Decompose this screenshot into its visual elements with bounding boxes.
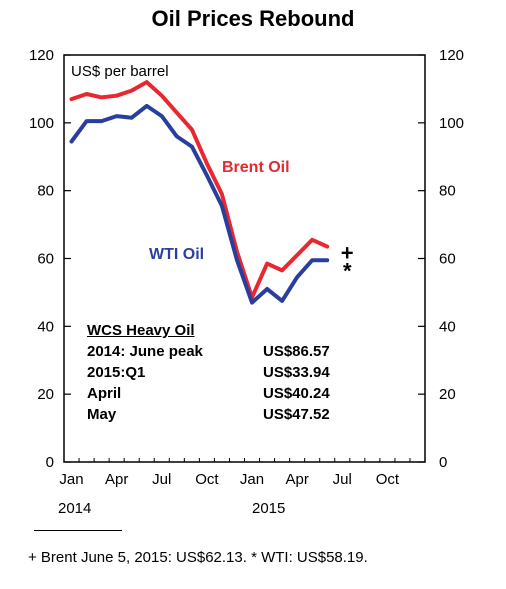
wcs-row: 2015:Q1 US$33.94 (87, 362, 373, 383)
chart-title: Oil Prices Rebound (151, 6, 355, 31)
y-axis-left: 0 20 40 60 80 100 120 (29, 47, 71, 471)
y-tick-label-left: 20 (37, 386, 54, 403)
series-label-brent: Brent Oil (222, 159, 290, 176)
wti-star-marker: * (343, 259, 352, 284)
y-axis-unit-label: US$ per barrel (71, 63, 169, 80)
wcs-row-period: 2015:Q1 (87, 364, 146, 381)
wcs-row: 2014: June peak US$86.57 (87, 341, 373, 362)
x-tick-label: Jan (240, 471, 264, 488)
series-line-wti (69, 103, 330, 305)
wcs-row: April US$40.24 (87, 383, 373, 404)
brent-plus-marker: + (341, 240, 354, 265)
x-tick-label: Apr (285, 471, 308, 488)
markers-group: +* (341, 240, 354, 283)
x-tick-label: Oct (195, 471, 219, 488)
y-tick-label-right: 80 (439, 183, 456, 200)
x-axis: Jan Apr Jul Oct Jan Apr Jul Oct (59, 458, 411, 488)
wcs-table: WCS Heavy Oil 2014: June peak US$86.57 2… (87, 322, 373, 425)
series-line-brent (69, 80, 330, 300)
wcs-table-title: WCS Heavy Oil (87, 322, 195, 339)
y-tick-label-left: 0 (46, 454, 54, 471)
y-tick-label-right: 40 (439, 318, 456, 335)
x-tick-label: Oct (376, 471, 400, 488)
y-tick-label-left: 100 (29, 115, 54, 132)
series-group (69, 80, 330, 305)
wcs-row-value: US$33.94 (263, 364, 330, 381)
wcs-row-period: April (87, 385, 122, 402)
y-tick-label-right: 120 (439, 47, 464, 64)
wcs-row-value: US$47.52 (263, 406, 330, 423)
wcs-row: May US$47.52 (87, 404, 373, 425)
y-tick-label-right: 60 (439, 251, 456, 268)
wcs-row-value: US$86.57 (263, 343, 330, 360)
y-tick-label-right: 20 (439, 386, 456, 403)
year-label-2015: 2015 (252, 500, 286, 517)
chart-footnote: + Brent June 5, 2015: US$62.13. * WTI: U… (28, 549, 368, 566)
year-label-2014: 2014 (58, 500, 92, 517)
x-tick-label: Apr (105, 471, 128, 488)
y-tick-label-right: 0 (439, 454, 447, 471)
wcs-row-period: May (87, 406, 117, 423)
y-axis-right: 0 20 40 60 80 100 120 (418, 47, 464, 471)
year-separator-rule (34, 530, 122, 531)
x-tick-label: Jul (152, 471, 171, 488)
series-label-wti: WTI Oil (149, 246, 204, 263)
y-tick-label-left: 120 (29, 47, 54, 64)
y-tick-label-left: 60 (37, 251, 54, 268)
y-tick-label-left: 80 (37, 183, 54, 200)
x-tick-label: Jan (59, 471, 83, 488)
y-tick-label-right: 100 (439, 115, 464, 132)
y-tick-label-left: 40 (37, 318, 54, 335)
wcs-row-value: US$40.24 (263, 385, 330, 402)
wcs-row-period: 2014: June peak (87, 343, 203, 360)
x-tick-label: Jul (333, 471, 352, 488)
